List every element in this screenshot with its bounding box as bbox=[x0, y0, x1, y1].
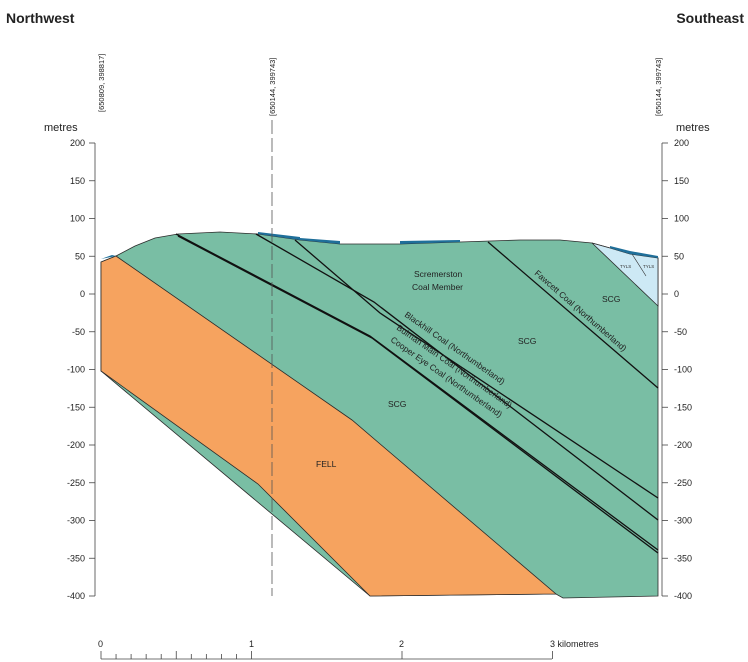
unit-label-scg-lower: SCG bbox=[388, 399, 406, 409]
right-axis-tick-label: 50 bbox=[674, 251, 684, 261]
left-axis-tick-label: -100 bbox=[67, 365, 85, 375]
left-axis-tick-label: -250 bbox=[67, 478, 85, 488]
left-axis-tick-label: 50 bbox=[75, 251, 85, 261]
left-axis-tick-label: 100 bbox=[70, 214, 85, 224]
left-axis-tick-label: 200 bbox=[70, 138, 85, 148]
left-axis-tick-label: -150 bbox=[67, 402, 85, 412]
right-axis-unit-label: metres bbox=[676, 122, 710, 134]
right-axis-tick-label: 0 bbox=[674, 289, 679, 299]
coal-seam-bulman bbox=[177, 235, 659, 554]
direction-label-northwest: Northwest bbox=[6, 10, 75, 26]
unit-label-scg-middle: SCG bbox=[518, 336, 536, 346]
right-axis-tick-label: -200 bbox=[674, 440, 692, 450]
left-axis-tick-label: 0 bbox=[80, 289, 85, 299]
coordinate-left: [650809, 398817] bbox=[97, 54, 106, 112]
scale-label-1: 1 bbox=[249, 639, 254, 649]
scale-label-3: 3 kilometres bbox=[550, 639, 599, 649]
left-axis-tick-label: -200 bbox=[67, 440, 85, 450]
left-axis-tick-label: -400 bbox=[67, 591, 85, 601]
left-axis-tick-label: 150 bbox=[70, 176, 85, 186]
coordinate-right: [650144, 399743] bbox=[654, 58, 663, 116]
unit-label-tyls-1: TYLS bbox=[620, 264, 631, 269]
unit-label-scg-upper: SCG bbox=[602, 294, 620, 304]
coordinate-bend: [650144, 399743] bbox=[268, 58, 277, 116]
right-axis: metres 200 150 100 50 0 -50 -100 -150 -200 -250 -3… bbox=[661, 122, 710, 601]
left-axis-unit-label: metres bbox=[44, 122, 78, 134]
coal-seam-scremerston-base bbox=[294, 239, 659, 499]
right-axis-tick-label: 200 bbox=[674, 138, 689, 148]
fell-unit bbox=[100, 255, 558, 597]
scale-label-0: 0 bbox=[98, 639, 103, 649]
tyls-internal-boundary bbox=[631, 253, 647, 277]
coal-seam-fawcett bbox=[487, 241, 659, 389]
scale-bar: 0 1 2 3 kilometres bbox=[98, 639, 599, 660]
right-axis-tick-label: -300 bbox=[674, 516, 692, 526]
coal-seam-cooper bbox=[175, 233, 659, 551]
unit-label-fell: FELL bbox=[316, 459, 337, 469]
right-axis-tick-label: -350 bbox=[674, 553, 692, 563]
left-axis-tick-label: -350 bbox=[67, 553, 85, 563]
right-axis-tick-label: -50 bbox=[674, 327, 687, 337]
direction-label-southeast: Southeast bbox=[676, 10, 744, 26]
left-axis: metres 200 150 100 50 0 -50 -100 -150 -200 -250 -3… bbox=[44, 122, 96, 601]
left-axis-tick-label: -300 bbox=[67, 516, 85, 526]
left-axis-tick-label: -50 bbox=[72, 327, 85, 337]
coal-seam-blackhill bbox=[255, 233, 659, 521]
unit-label-tyls-2: TYLS bbox=[643, 264, 654, 269]
unit-label-scremerston-1: Scremerston bbox=[414, 269, 462, 279]
right-axis-tick-label: -150 bbox=[674, 402, 692, 412]
scale-label-2: 2 bbox=[399, 639, 404, 649]
right-axis-tick-label: -100 bbox=[674, 365, 692, 375]
unit-label-scremerston-2: Coal Member bbox=[412, 282, 463, 292]
right-axis-tick-label: 100 bbox=[674, 214, 689, 224]
right-axis-tick-label: 150 bbox=[674, 176, 689, 186]
right-axis-tick-label: -400 bbox=[674, 591, 692, 601]
right-axis-tick-label: -250 bbox=[674, 478, 692, 488]
